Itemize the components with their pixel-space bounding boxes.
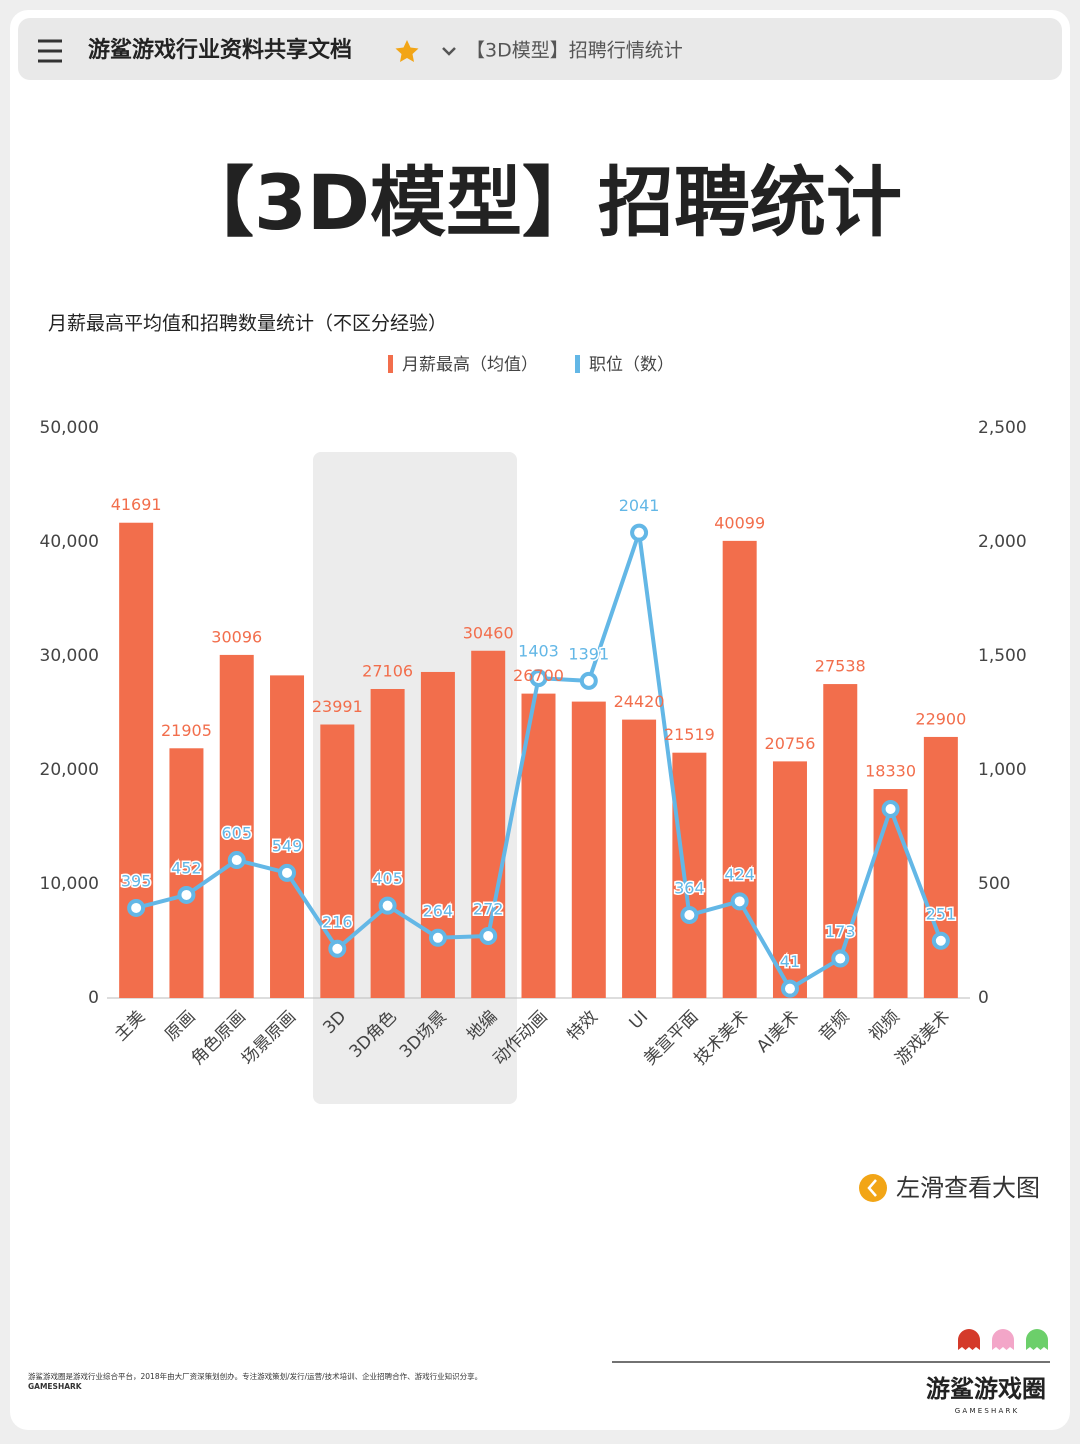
ghost-icons xyxy=(958,1329,1048,1350)
data-label: 18330 xyxy=(865,762,916,781)
highlight-band xyxy=(313,452,517,1104)
legend-swatch xyxy=(388,355,393,373)
data-label: 2041 xyxy=(619,496,660,515)
data-label: 452 xyxy=(171,858,202,877)
bar xyxy=(370,688,405,998)
y2-tick-label: 1,000 xyxy=(978,760,1027,780)
bar xyxy=(270,675,305,998)
bar xyxy=(119,522,154,998)
data-label: 24420 xyxy=(614,692,665,711)
data-label: 405 xyxy=(372,869,403,888)
y-tick-label: 20,000 xyxy=(40,760,99,780)
line-point xyxy=(278,863,297,882)
legend-label: 月薪最高（均值） xyxy=(402,355,538,375)
line-point xyxy=(780,979,799,998)
data-label: 549 xyxy=(272,836,303,855)
line-point xyxy=(127,898,146,917)
bar xyxy=(722,540,757,998)
y-tick-label: 0 xyxy=(88,988,99,1008)
footer-description: 游鲨游戏圈是游戏行业综合平台，2018年由大厂资深策划创办。专注游戏策划/发行/… xyxy=(28,1371,482,1381)
y2-tick-label: 1,500 xyxy=(978,646,1027,666)
line-point xyxy=(630,523,649,542)
bar xyxy=(672,752,707,998)
swipe-hint[interactable]: 左滑查看大图 xyxy=(896,1174,1040,1202)
bar xyxy=(169,748,204,998)
bar xyxy=(823,684,858,998)
data-label: 30096 xyxy=(211,627,262,646)
y-tick-label: 40,000 xyxy=(40,532,99,552)
data-label: 424 xyxy=(724,865,755,884)
data-label: 21905 xyxy=(161,721,212,740)
data-label: 173 xyxy=(825,922,856,941)
bar xyxy=(622,719,657,998)
data-label: 22900 xyxy=(915,709,966,728)
footer-brand: 游鲨游戏圈 xyxy=(926,1375,1046,1403)
line-point xyxy=(479,926,498,945)
data-label: 264 xyxy=(423,901,454,920)
data-label: 23991 xyxy=(312,697,363,716)
line-point xyxy=(328,939,347,958)
data-label: 40099 xyxy=(714,513,765,532)
data-label: 41691 xyxy=(111,495,162,514)
page-title: 【3D模型】招聘统计 xyxy=(178,158,902,247)
data-label: 1403 xyxy=(518,642,559,661)
data-label: 41 xyxy=(780,952,800,971)
data-label: 27106 xyxy=(362,661,413,680)
line-point xyxy=(177,885,196,904)
bar xyxy=(873,789,908,998)
data-label: 1391 xyxy=(568,644,609,663)
swipe-arrow xyxy=(867,1179,877,1197)
bar xyxy=(420,671,455,998)
data-label: 364 xyxy=(674,879,705,898)
data-label: 605 xyxy=(221,824,252,843)
line-point xyxy=(831,949,850,968)
footer-brand-sub: G A M E S H A R K xyxy=(955,1407,1018,1415)
bar xyxy=(571,701,606,998)
star-icon[interactable] xyxy=(395,40,419,62)
bar xyxy=(923,736,958,998)
data-label: 251 xyxy=(926,904,957,923)
legend-swatch xyxy=(575,355,580,373)
y-tick-label: 10,000 xyxy=(40,874,99,894)
y-tick-label: 30,000 xyxy=(40,646,99,666)
y2-tick-label: 2,500 xyxy=(978,418,1027,438)
line-point xyxy=(680,906,699,925)
y-tick-label: 50,000 xyxy=(40,418,99,438)
y2-tick-label: 2,000 xyxy=(978,532,1027,552)
dropdown-icon[interactable] xyxy=(442,47,456,56)
data-label: 272 xyxy=(473,899,504,918)
swipe-icon[interactable] xyxy=(859,1174,887,1202)
line-point xyxy=(730,892,749,911)
line-point xyxy=(428,928,447,947)
line-point xyxy=(579,671,598,690)
data-label: 20756 xyxy=(765,734,816,753)
data-label: 26700 xyxy=(513,666,564,685)
line-point xyxy=(529,669,548,688)
data-label: 27538 xyxy=(815,657,866,676)
line-point xyxy=(881,799,900,818)
bar xyxy=(772,761,807,998)
line-point xyxy=(931,931,950,950)
line-point xyxy=(378,896,397,915)
chart-title: 月薪最高平均值和招聘数量统计（不区分经验） xyxy=(48,313,447,335)
y2-tick-label: 0 xyxy=(978,988,989,1008)
data-label: 216 xyxy=(322,912,353,931)
footer-brand-small: GAMESHARK xyxy=(28,1382,83,1391)
bar xyxy=(219,654,254,998)
header-title: 游鲨游戏行业资料共享文档 xyxy=(88,37,352,63)
data-label: 30460 xyxy=(463,623,514,642)
data-label: 21519 xyxy=(664,725,715,744)
header-bar xyxy=(18,18,1062,80)
data-label: 395 xyxy=(121,871,152,890)
y2-tick-label: 500 xyxy=(978,874,1010,894)
bar xyxy=(471,650,506,998)
menu-icon[interactable] xyxy=(38,39,62,63)
legend-label: 职位（数） xyxy=(589,355,674,375)
header-doc[interactable]: 【3D模型】招聘行情统计 xyxy=(466,40,683,62)
line-point xyxy=(227,851,246,870)
